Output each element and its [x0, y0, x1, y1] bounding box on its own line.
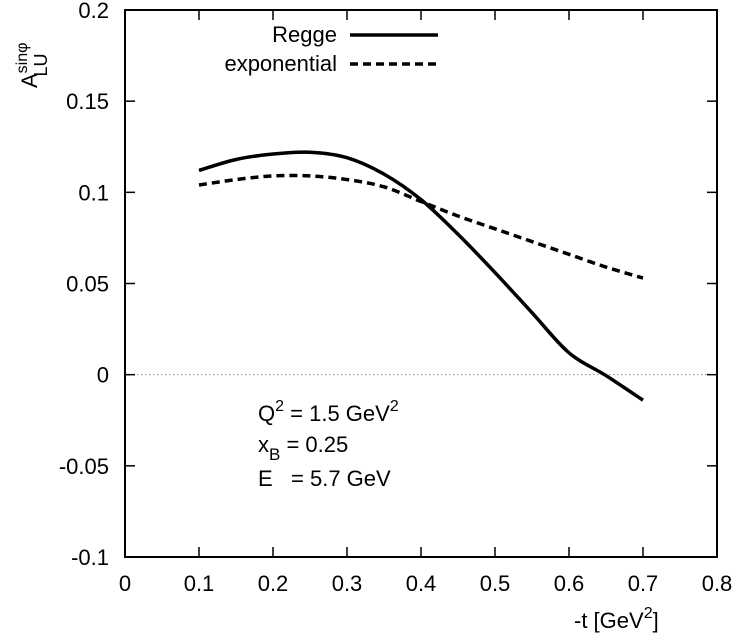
y-tick-label: 0.1: [78, 180, 109, 205]
series-line-regge: [198, 150, 644, 402]
x-tick-label: 0.8: [702, 571, 733, 596]
x-tick-label: 0.5: [480, 571, 511, 596]
series-line-exponential: [198, 173, 644, 280]
plot-frame: [124, 9, 718, 558]
y-tick-label: 0: [97, 363, 109, 388]
x-axis-label: -t [GeV2]: [574, 605, 659, 633]
x-tick-label: 0: [119, 571, 131, 596]
y-tick-label: -0.05: [59, 454, 109, 479]
x-tick-label: 0.4: [406, 571, 437, 596]
x-tick-label: 0.2: [258, 571, 289, 596]
y-axis-label: AsinφLU: [14, 42, 51, 88]
y-tick-label: -0.1: [71, 545, 109, 570]
legend-label-exponential: exponential: [224, 51, 337, 76]
kinematics-annotation: Q2 = 1.5 GeV2 xB = 0.25 E = 5.7 GeV: [258, 398, 399, 491]
x-tick-label: 0.3: [332, 571, 363, 596]
annotation-xb: xB = 0.25: [258, 432, 348, 464]
y-tick-label: 0.2: [78, 0, 109, 23]
x-tick-label: 0.7: [628, 571, 659, 596]
x-tick-label: 0.6: [554, 571, 585, 596]
annotation-energy: E = 5.7 GeV: [258, 466, 391, 491]
y-tick-label: 0.15: [66, 89, 109, 114]
annotation-q2: Q2 = 1.5 GeV2: [258, 398, 399, 426]
y-tick-label: 0.05: [66, 272, 109, 297]
x-tick-label: 0.1: [184, 571, 215, 596]
legend: Regge exponential: [224, 22, 438, 76]
legend-label-regge: Regge: [272, 22, 337, 47]
